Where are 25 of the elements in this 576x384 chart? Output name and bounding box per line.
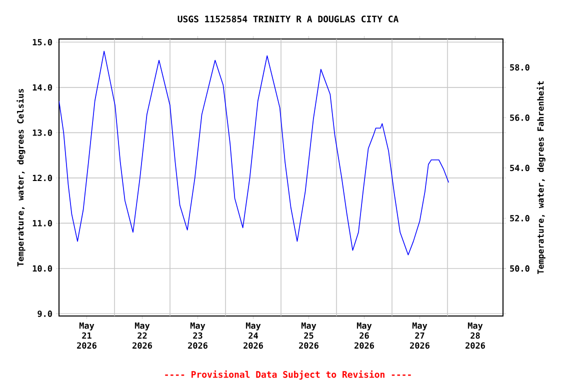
x-tick-label: May 27 2026	[410, 322, 430, 349]
y-tick-label: 11.0	[32, 220, 52, 226]
y-tick-label: 12.0	[32, 174, 52, 182]
y2-tick-label: 58.0	[510, 64, 530, 71]
x-tick-label: May 23 2026	[188, 322, 208, 349]
y2-tick-label: 54.0	[510, 164, 530, 172]
x-tick-label: May 28 2026	[466, 322, 485, 349]
y-tick-label: 10.0	[32, 265, 52, 272]
y2-tick-label: 52.0	[510, 215, 530, 222]
line-series	[59, 50, 450, 256]
x-tick-label: May 26 2026	[354, 322, 374, 349]
x-tick-label: May 22 2026	[132, 322, 152, 349]
chart-title: USGS 11525854 TRINITY R A DOUGLAS CITY CA	[178, 16, 398, 22]
y-tick-label: 14.0	[32, 84, 52, 91]
y2-tick-label: 50.0	[510, 265, 530, 272]
y-tick-label: 13.0	[32, 129, 52, 136]
y-axis-title: Temperature, water, degrees Celsius	[16, 88, 26, 266]
y2-tick-label: 56.0	[510, 114, 530, 121]
x-tick-label: May 21 2026	[77, 322, 96, 349]
x-tick-label: May 24 2026	[244, 322, 263, 349]
text: ---- Provisional Data Subject to Revision ----	[165, 370, 411, 380]
y2-axis-title: Temperature, water, degrees Fahrenheit	[536, 81, 546, 274]
y-tick-label: 9.0	[38, 310, 52, 317]
x-tick-label: May 25 2026	[299, 322, 318, 349]
y-tick-label: 15.0	[32, 38, 52, 46]
